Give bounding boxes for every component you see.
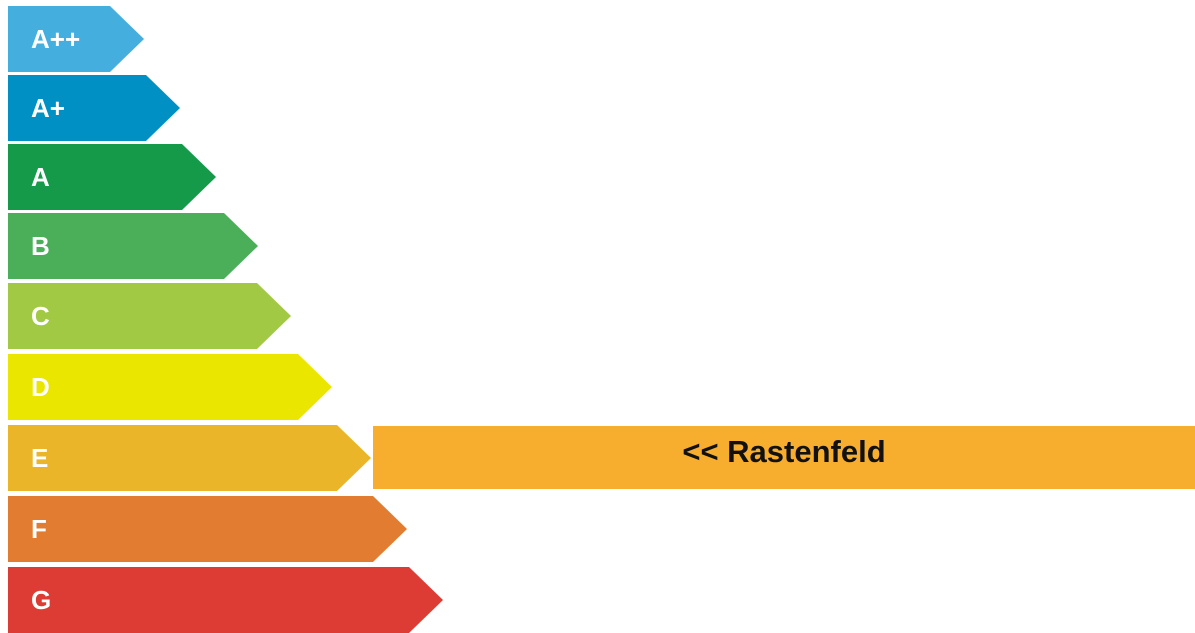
band-label: D: [31, 372, 50, 402]
rating-marker: << Rastenfeld: [373, 426, 1195, 489]
band-d: D: [8, 354, 332, 420]
band-label: A++: [31, 24, 81, 54]
band-b: B: [8, 213, 258, 279]
band-a-plus: A+: [8, 75, 180, 141]
band-label: E: [31, 443, 49, 473]
band-g: G: [8, 567, 443, 633]
band-label: G: [31, 585, 52, 615]
band-label: A: [31, 162, 50, 192]
band-f: F: [8, 496, 407, 562]
band-e: E: [8, 425, 371, 491]
band-label: A+: [31, 93, 65, 123]
band-label: C: [31, 301, 50, 331]
band-a-plus-plus: A++: [8, 6, 144, 72]
rating-marker-label: << Rastenfeld: [682, 434, 886, 469]
band-c: C: [8, 283, 291, 349]
band-a: A: [8, 144, 216, 210]
band-label: B: [31, 231, 50, 261]
band-label: F: [31, 514, 47, 544]
